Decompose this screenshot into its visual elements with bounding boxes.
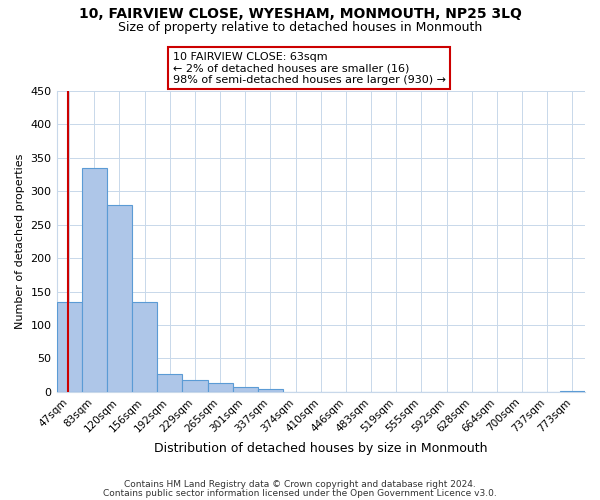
Y-axis label: Number of detached properties: Number of detached properties (15, 154, 25, 329)
Bar (258, 388, 283, 392)
Text: 10, FAIRVIEW CLOSE, WYESHAM, MONMOUTH, NP25 3LQ: 10, FAIRVIEW CLOSE, WYESHAM, MONMOUTH, N… (79, 8, 521, 22)
Bar (560, 390, 585, 392)
Bar (182, 380, 208, 392)
Text: Contains public sector information licensed under the Open Government Licence v3: Contains public sector information licen… (103, 488, 497, 498)
Bar (132, 302, 157, 392)
Bar (82, 168, 107, 392)
Bar (208, 384, 233, 392)
X-axis label: Distribution of detached houses by size in Monmouth: Distribution of detached houses by size … (154, 442, 488, 455)
Bar (157, 374, 182, 392)
Bar (107, 204, 132, 392)
Text: Contains HM Land Registry data © Crown copyright and database right 2024.: Contains HM Land Registry data © Crown c… (124, 480, 476, 489)
Bar (233, 388, 258, 392)
Text: 10 FAIRVIEW CLOSE: 63sqm
← 2% of detached houses are smaller (16)
98% of semi-de: 10 FAIRVIEW CLOSE: 63sqm ← 2% of detache… (173, 52, 446, 85)
Bar (56, 302, 82, 392)
Text: Size of property relative to detached houses in Monmouth: Size of property relative to detached ho… (118, 21, 482, 34)
